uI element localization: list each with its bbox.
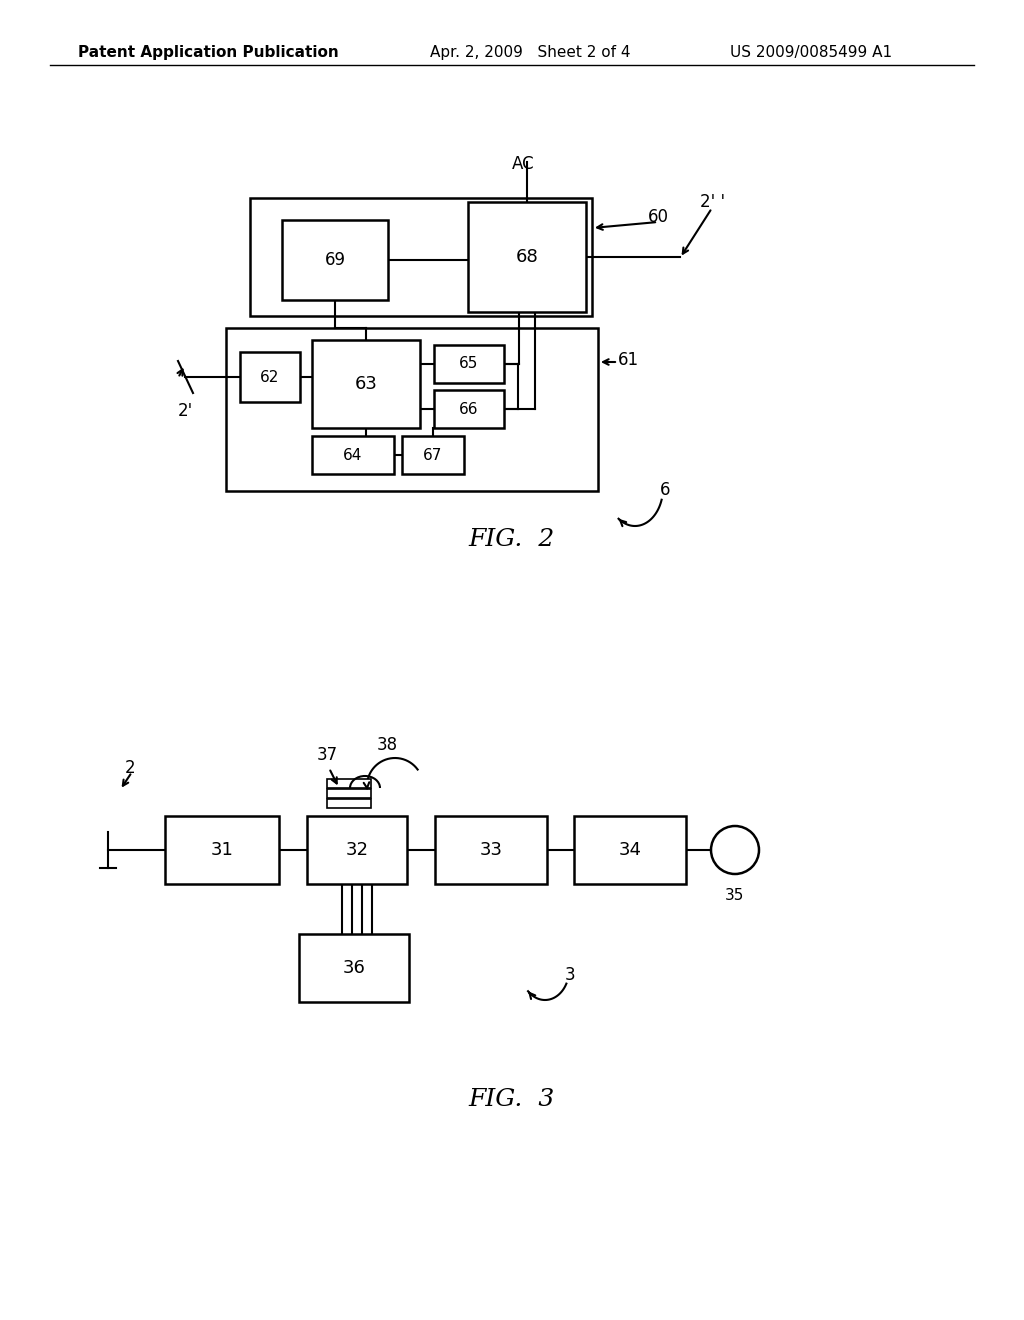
Text: 66: 66 [459,401,479,417]
Text: 2': 2' [178,403,194,420]
Text: Patent Application Publication: Patent Application Publication [78,45,339,59]
Text: 3: 3 [565,966,575,983]
Bar [468,202,586,312]
Bar [312,436,394,474]
Text: 2: 2 [125,759,135,777]
Text: 68: 68 [516,248,539,267]
Bar [434,345,504,383]
Text: 36: 36 [343,960,366,977]
Bar [240,352,300,403]
Text: US 2009/0085499 A1: US 2009/0085499 A1 [730,45,892,59]
Bar [165,816,279,884]
Text: 69: 69 [325,251,345,269]
Bar [312,341,420,428]
Bar [435,816,547,884]
Text: 62: 62 [260,370,280,384]
Text: 6: 6 [660,480,671,499]
Circle shape [711,826,759,874]
Bar [434,389,504,428]
Bar [327,799,371,808]
Text: 60: 60 [648,209,669,226]
Bar [226,327,598,491]
Text: 67: 67 [423,447,442,462]
Text: 35: 35 [725,888,744,903]
Bar [307,816,407,884]
Text: 2' ': 2' ' [700,193,725,211]
Bar [574,816,686,884]
Text: 61: 61 [618,351,639,370]
Text: 37: 37 [316,746,338,764]
Bar [402,436,464,474]
Bar [250,198,592,315]
Bar [327,789,371,799]
Text: FIG.  3: FIG. 3 [469,1089,555,1111]
Bar [282,220,388,300]
Text: 38: 38 [377,737,398,754]
Text: FIG.  2: FIG. 2 [469,528,555,552]
Bar [327,779,371,788]
Text: AC: AC [512,154,535,173]
Text: Apr. 2, 2009   Sheet 2 of 4: Apr. 2, 2009 Sheet 2 of 4 [430,45,631,59]
Text: 32: 32 [345,841,369,859]
Bar [299,935,409,1002]
Text: 31: 31 [211,841,233,859]
Text: 64: 64 [343,447,362,462]
Text: 34: 34 [618,841,641,859]
Text: 33: 33 [479,841,503,859]
Text: 63: 63 [354,375,378,393]
Text: 65: 65 [460,356,478,371]
